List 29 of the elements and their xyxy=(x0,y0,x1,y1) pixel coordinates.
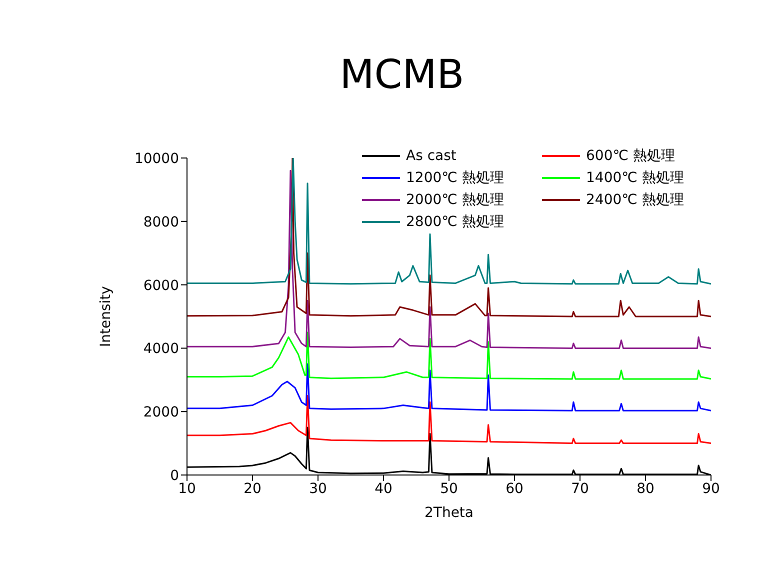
line-series xyxy=(187,170,711,349)
legend-label: 1200℃ 熱処理 xyxy=(406,169,504,187)
x-tick-label: 20 xyxy=(244,480,262,497)
x-axis-title: 2Theta xyxy=(424,505,474,521)
legend-label: 2000℃ 熱処理 xyxy=(406,191,504,209)
x-tick-label: 70 xyxy=(571,480,589,497)
x-tick-label: 80 xyxy=(636,480,654,497)
legend-label: As cast xyxy=(406,148,456,164)
line-series xyxy=(187,332,711,380)
legend-label: 1400℃ 熱処理 xyxy=(586,169,684,187)
legend-label: 2800℃ 熱処理 xyxy=(406,213,504,231)
chart-title: MCMB xyxy=(338,52,466,98)
x-tick-label: 90 xyxy=(702,480,720,497)
x-tick-label: 40 xyxy=(374,480,392,497)
legend-label: 2400℃ 熱処理 xyxy=(586,191,684,209)
line-series xyxy=(187,395,711,444)
x-tick-label: 30 xyxy=(309,480,327,497)
line-series xyxy=(187,363,711,412)
x-tick-label: 60 xyxy=(506,480,524,497)
x-tick-label: 10 xyxy=(178,480,196,497)
y-tick-label: 2000 xyxy=(143,404,179,421)
y-tick-label: 10000 xyxy=(134,150,179,167)
y-axis-title: Intensity xyxy=(98,286,114,347)
y-tick-label: 0 xyxy=(170,468,179,484)
y-tick-label: 8000 xyxy=(143,214,179,230)
legend-label: 600℃ 熱処理 xyxy=(586,147,675,165)
y-tick-label: 4000 xyxy=(143,341,179,358)
y-tick-label: 6000 xyxy=(143,278,179,294)
x-tick-label: 50 xyxy=(440,480,458,497)
